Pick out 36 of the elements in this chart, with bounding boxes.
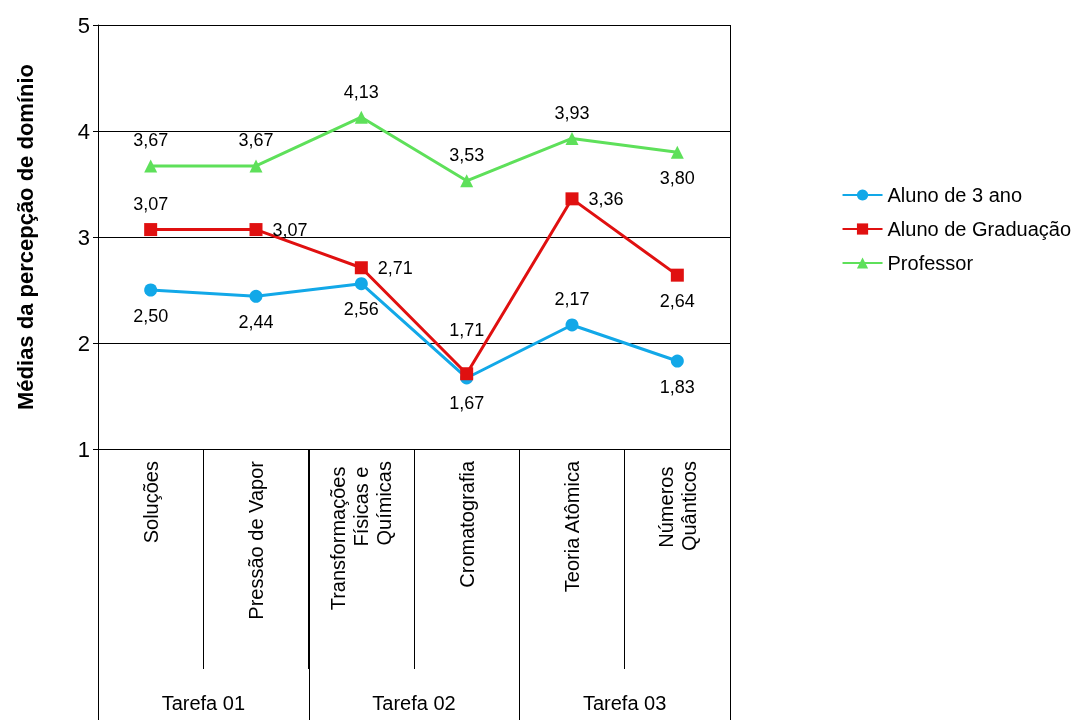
data-label: 1,83 bbox=[659, 376, 695, 397]
legend-label: Professor bbox=[887, 252, 974, 274]
y-tick-label: 5 bbox=[77, 12, 90, 38]
y-tick-label: 2 bbox=[77, 330, 90, 356]
x-tick-label: Teoria Atômica bbox=[561, 460, 583, 593]
data-label: 3,67 bbox=[133, 130, 169, 151]
data-label: 1,71 bbox=[449, 320, 485, 341]
legend-label: Aluno de Graduação bbox=[887, 218, 1071, 240]
data-label: 3,80 bbox=[659, 167, 695, 188]
text: Tarefa 01 bbox=[160, 692, 246, 715]
data-label: 2,56 bbox=[343, 299, 379, 320]
data-label: 1,67 bbox=[449, 393, 485, 414]
y-tick-label: 1 bbox=[77, 436, 90, 462]
y-tick-label: 4 bbox=[77, 118, 90, 144]
data-label: 2,64 bbox=[659, 290, 695, 311]
data-label: 3,53 bbox=[449, 145, 485, 166]
data-label: 3,07 bbox=[272, 219, 308, 240]
legend-label: Aluno de 3 ano bbox=[887, 184, 1023, 206]
data-label: 3,93 bbox=[554, 102, 590, 123]
data-label: 2,44 bbox=[238, 311, 274, 332]
data-label: 4,13 bbox=[343, 81, 379, 102]
x-tick-label: Números Quânticos bbox=[654, 461, 700, 552]
data-label: 2,50 bbox=[133, 305, 169, 326]
x-tick-label: Cromatografia bbox=[455, 460, 478, 588]
x-tick-label: Pressão de Vapor bbox=[245, 460, 267, 620]
data-label: 3,07 bbox=[133, 194, 169, 215]
data-label: 2,17 bbox=[554, 289, 590, 310]
y-axis-title: Médias da percepção de domínio bbox=[12, 64, 38, 410]
x-tick-label: Soluções bbox=[139, 461, 162, 544]
x-tick-label: Transformações Físicas e Químicas bbox=[327, 461, 396, 611]
y-tick-label: 3 bbox=[77, 224, 90, 250]
text: Tarefa 03 bbox=[581, 692, 668, 715]
data-label: 2,71 bbox=[377, 257, 413, 278]
text: Tarefa 02 bbox=[371, 692, 457, 715]
data-label: 3,36 bbox=[588, 188, 624, 209]
data-label: 3,67 bbox=[238, 130, 274, 151]
